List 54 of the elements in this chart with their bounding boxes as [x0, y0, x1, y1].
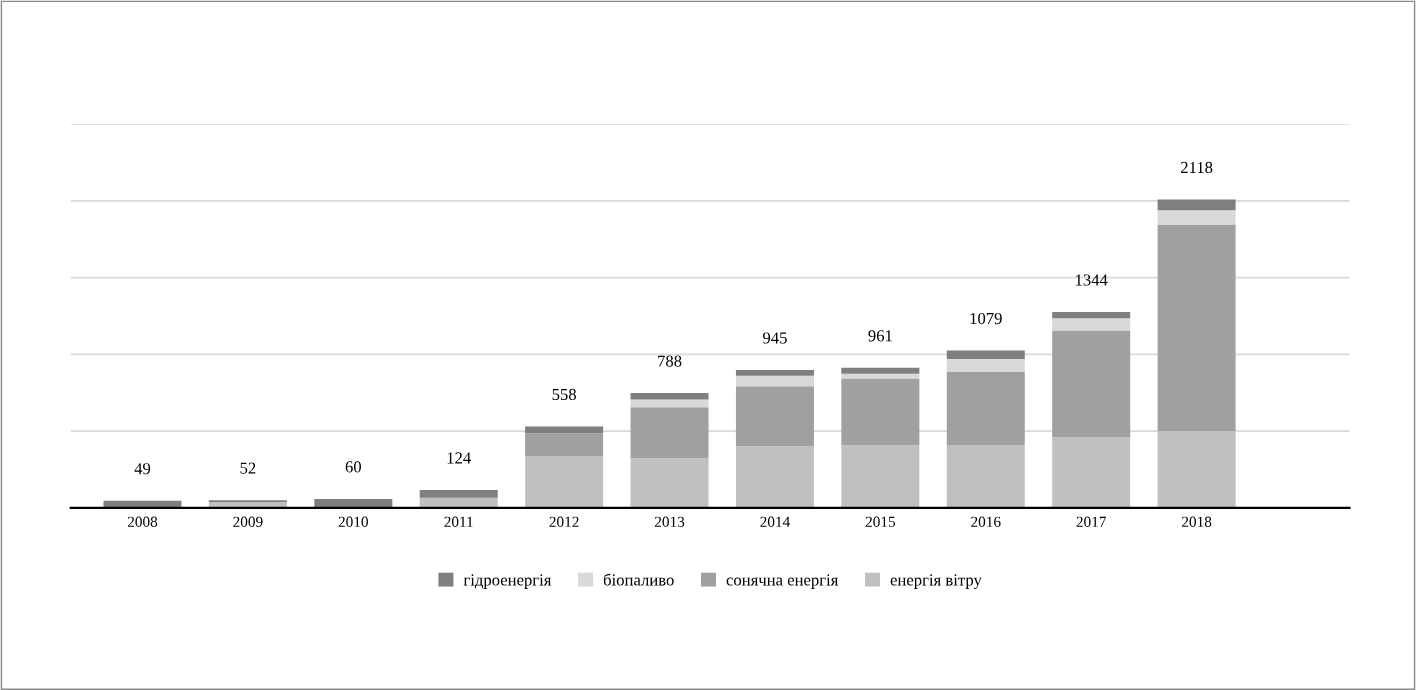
bar: [630, 399, 709, 408]
x-tick-label: 2014: [760, 516, 790, 527]
bar: [946, 358, 1025, 372]
bar: [1052, 330, 1131, 438]
annotation: 945: [762, 332, 787, 344]
bar: [1157, 431, 1236, 508]
x-tick-label: 2012: [549, 516, 579, 527]
x-tick-label: 2015: [865, 516, 896, 527]
annotation: 788: [658, 355, 682, 367]
legend-label: енергія вітру: [890, 574, 982, 589]
bar: [946, 350, 1025, 359]
bar: [525, 426, 604, 434]
legend-label: гідроенергія: [463, 574, 552, 589]
x-tick-label: 2008: [127, 516, 158, 527]
x-tick-label: 2013: [654, 516, 685, 527]
legend-label: біопаливо: [603, 573, 674, 586]
annotation: 558: [552, 388, 576, 401]
x-tick-label: 2016: [971, 516, 1001, 527]
annotation: 2118: [1180, 161, 1213, 174]
bar: [525, 456, 604, 508]
bar: [841, 445, 920, 508]
bar: [1052, 312, 1131, 319]
bar: [1157, 224, 1236, 432]
annotation: 49: [134, 463, 151, 475]
annotation: 60: [345, 461, 361, 473]
bar: [735, 386, 814, 447]
bar: [1157, 210, 1236, 225]
x-tick-label: 2017: [1076, 516, 1107, 527]
bar: [419, 489, 498, 498]
bar: [1052, 318, 1131, 331]
bar: [525, 433, 604, 457]
x-tick-label: 2010: [338, 516, 368, 527]
bar: [1052, 437, 1131, 508]
bar: [735, 369, 814, 376]
bar: [841, 373, 920, 379]
bar: [946, 371, 1025, 445]
legend-label: сонячна енергія: [726, 574, 839, 589]
bar: [1157, 199, 1236, 211]
annotation: 52: [240, 462, 256, 474]
bar: [630, 458, 709, 508]
bar: [735, 375, 814, 387]
annotation: 1344: [1075, 274, 1108, 286]
bar: [841, 367, 920, 374]
bar: [630, 407, 709, 459]
x-tick-label: 2011: [444, 516, 473, 527]
bar: [946, 444, 1025, 508]
x-tick-label: 2009: [233, 516, 263, 527]
bar: [841, 378, 920, 446]
bar: [630, 393, 709, 400]
annotation: 961: [868, 330, 892, 342]
annotation: 1079: [970, 312, 1002, 325]
bar: [735, 446, 814, 508]
annotation: 124: [447, 452, 471, 464]
x-tick-label: 2018: [1181, 516, 1212, 527]
